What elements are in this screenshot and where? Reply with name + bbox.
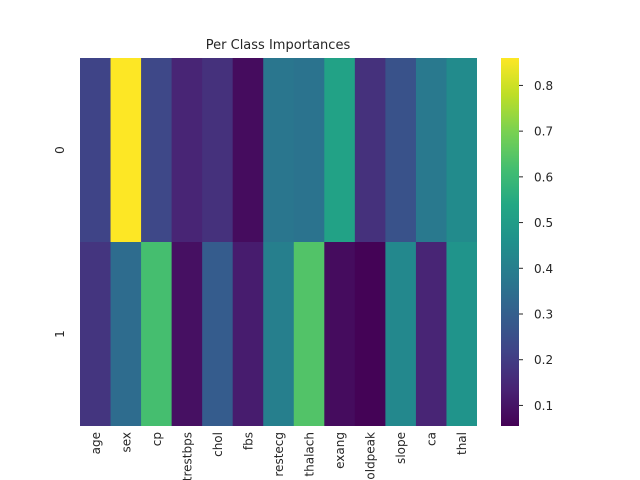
heatmap-cell xyxy=(263,58,295,243)
x-tick-label: age xyxy=(89,432,103,454)
x-tick-label: oldpeak xyxy=(364,432,378,480)
x-tick-label: thalach xyxy=(303,432,317,477)
heatmap-cell xyxy=(385,58,417,243)
colorbar-tick-label: 0.1 xyxy=(534,399,553,413)
chart-title: Per Class Importances xyxy=(206,38,351,53)
heatmap-cell xyxy=(263,242,295,426)
colorbar-tick-label: 0.8 xyxy=(534,79,553,93)
colorbar-tick-label: 0.6 xyxy=(534,170,553,184)
heatmap-cell xyxy=(232,242,264,426)
x-tick-label: slope xyxy=(394,432,408,464)
heatmap-cell xyxy=(171,242,203,426)
x-tick-label: thal xyxy=(455,432,469,455)
x-tick-label: trestbps xyxy=(180,432,194,480)
heatmap-cell xyxy=(415,242,448,426)
heatmap-cell xyxy=(324,58,356,243)
heatmap-cell xyxy=(446,58,477,243)
heatmap-cell xyxy=(324,242,356,426)
x-tick-label: restecg xyxy=(272,432,286,477)
colorbar-tick-label: 0.2 xyxy=(534,353,553,367)
heatmap-cell xyxy=(293,58,325,243)
heatmap-cell xyxy=(202,58,234,243)
x-tick-label: fbs xyxy=(241,432,255,450)
colorbar-tick-label: 0.5 xyxy=(534,216,553,230)
heatmap-cell xyxy=(385,242,417,426)
colorbar-ticks: 0.1 0.2 0.3 0.4 0.5 0.6 0.7 0.8 xyxy=(519,79,553,413)
heatmap-cell xyxy=(202,242,234,426)
heatmap-cells xyxy=(80,58,477,426)
x-tick-label: exang xyxy=(333,432,347,469)
heatmap-cell xyxy=(232,58,264,243)
heatmap-cell xyxy=(80,242,112,426)
heatmap-cell xyxy=(80,58,112,243)
y-tick-label: 1 xyxy=(53,330,67,338)
colorbar-tick-label: 0.7 xyxy=(534,125,553,139)
y-tick-labels: 01 xyxy=(53,146,67,338)
heatmap-cell xyxy=(354,242,386,426)
heatmap-cell xyxy=(354,58,386,243)
heatmap-cell xyxy=(446,242,477,426)
y-tick-label: 0 xyxy=(53,146,67,154)
heatmap-cell xyxy=(110,58,142,243)
heatmap-cell xyxy=(293,242,325,426)
heatmap-cell xyxy=(171,58,203,243)
colorbar-tick-label: 0.4 xyxy=(534,262,553,276)
x-tick-label: sex xyxy=(119,432,133,453)
colorbar-tick-label: 0.3 xyxy=(534,308,553,322)
heatmap-cell xyxy=(141,58,173,243)
x-tick-labels: age sex cp trestbps chol fbs restecg thalach exa… xyxy=(89,432,469,480)
x-tick-label: cp xyxy=(150,432,164,446)
heatmap-cell xyxy=(141,242,173,426)
x-tick-label: ca xyxy=(425,432,439,446)
x-tick-label: chol xyxy=(211,432,225,457)
heatmap-cell xyxy=(110,242,142,426)
colorbar xyxy=(501,58,519,426)
heatmap-cell xyxy=(415,58,448,243)
